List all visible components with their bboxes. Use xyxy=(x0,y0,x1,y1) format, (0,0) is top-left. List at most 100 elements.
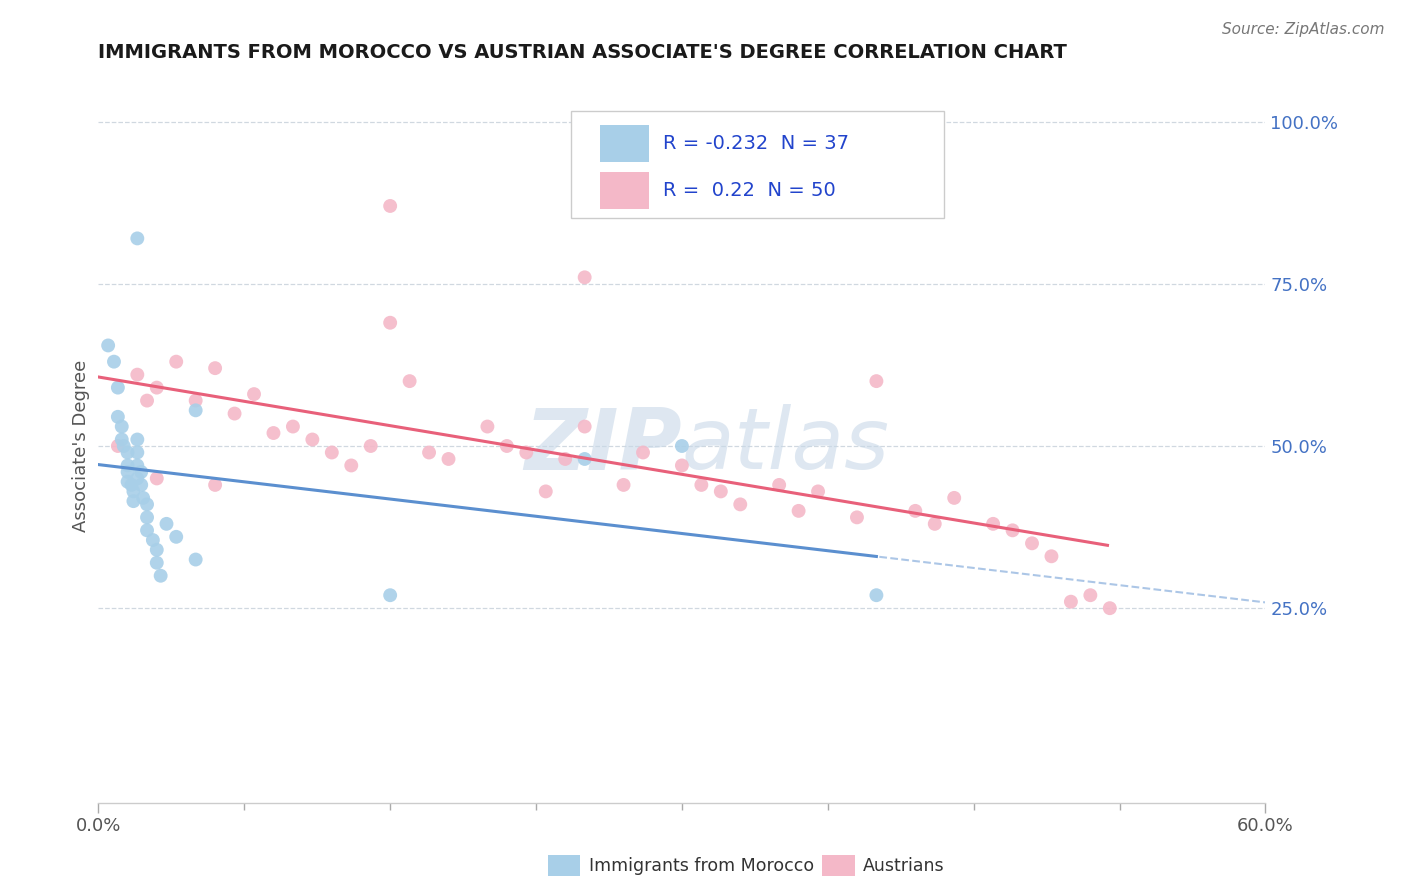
Point xyxy=(360,439,382,453)
Point xyxy=(378,199,402,213)
Point xyxy=(129,465,152,479)
Point xyxy=(671,439,693,453)
Point xyxy=(574,419,596,434)
Point xyxy=(534,484,557,499)
FancyBboxPatch shape xyxy=(600,125,650,162)
Point xyxy=(787,504,810,518)
Point xyxy=(103,354,125,368)
Point xyxy=(117,458,139,473)
Point xyxy=(127,231,149,245)
Point xyxy=(204,361,226,376)
Point xyxy=(437,452,460,467)
Point xyxy=(554,452,576,467)
Point xyxy=(262,425,284,440)
Point xyxy=(224,407,246,421)
Point xyxy=(1021,536,1043,550)
Text: R = -0.232  N = 37: R = -0.232 N = 37 xyxy=(664,134,849,153)
Point xyxy=(378,316,402,330)
Point xyxy=(111,419,134,434)
Point xyxy=(671,458,693,473)
Point xyxy=(1001,524,1024,538)
Point xyxy=(768,478,790,492)
Point xyxy=(730,497,752,511)
Point xyxy=(981,516,1004,531)
Point xyxy=(613,478,636,492)
Point xyxy=(127,471,149,485)
Point xyxy=(117,475,139,489)
Point xyxy=(97,338,120,352)
Point xyxy=(631,445,654,459)
Point xyxy=(1098,601,1121,615)
Point xyxy=(111,433,134,447)
Point xyxy=(121,478,143,492)
Point xyxy=(136,510,159,524)
Text: Immigrants from Morocco: Immigrants from Morocco xyxy=(589,856,814,874)
Point xyxy=(146,556,169,570)
Point xyxy=(127,445,149,459)
Point xyxy=(301,433,323,447)
Point xyxy=(204,478,226,492)
Point xyxy=(132,491,155,505)
Text: atlas: atlas xyxy=(682,404,890,488)
Point xyxy=(924,516,946,531)
Point xyxy=(418,445,440,459)
Y-axis label: Associate's Degree: Associate's Degree xyxy=(72,359,90,533)
Point xyxy=(1060,595,1083,609)
Point xyxy=(122,494,145,508)
Point xyxy=(515,445,537,459)
Point xyxy=(1080,588,1102,602)
Point xyxy=(398,374,420,388)
Point xyxy=(127,458,149,473)
Point xyxy=(243,387,266,401)
Point xyxy=(142,533,165,547)
Point xyxy=(129,478,152,492)
Point xyxy=(321,445,343,459)
Point xyxy=(281,419,304,434)
Point xyxy=(117,445,139,459)
Point xyxy=(107,409,129,424)
Point xyxy=(107,439,129,453)
Point xyxy=(117,465,139,479)
Point xyxy=(378,588,402,602)
Point xyxy=(136,497,159,511)
FancyBboxPatch shape xyxy=(548,855,581,876)
Point xyxy=(943,491,966,505)
Point xyxy=(127,433,149,447)
Point xyxy=(146,471,169,485)
FancyBboxPatch shape xyxy=(600,171,650,209)
Point xyxy=(807,484,830,499)
Point xyxy=(127,368,149,382)
Point xyxy=(574,270,596,285)
Point xyxy=(165,530,187,544)
Point xyxy=(710,484,733,499)
Point xyxy=(690,478,713,492)
Point xyxy=(340,458,363,473)
Point xyxy=(155,516,177,531)
Point xyxy=(184,403,207,417)
FancyBboxPatch shape xyxy=(571,111,945,218)
Point xyxy=(107,381,129,395)
Point xyxy=(865,588,887,602)
Point xyxy=(865,374,887,388)
Point xyxy=(184,393,207,408)
Point xyxy=(146,381,169,395)
Point xyxy=(574,452,596,467)
Point xyxy=(165,354,187,368)
Point xyxy=(1040,549,1063,564)
Point xyxy=(149,568,172,582)
Point xyxy=(136,524,159,538)
Text: Source: ZipAtlas.com: Source: ZipAtlas.com xyxy=(1222,22,1385,37)
Point xyxy=(477,419,499,434)
Point xyxy=(495,439,517,453)
Point xyxy=(184,552,207,566)
Text: IMMIGRANTS FROM MOROCCO VS AUSTRIAN ASSOCIATE'S DEGREE CORRELATION CHART: IMMIGRANTS FROM MOROCCO VS AUSTRIAN ASSO… xyxy=(98,44,1067,62)
Point xyxy=(136,393,159,408)
FancyBboxPatch shape xyxy=(823,855,855,876)
Point xyxy=(146,542,169,557)
Text: ZIP: ZIP xyxy=(524,404,682,488)
Point xyxy=(112,439,135,453)
Text: Austrians: Austrians xyxy=(863,856,945,874)
Point xyxy=(846,510,869,524)
Point xyxy=(122,484,145,499)
Point xyxy=(904,504,927,518)
